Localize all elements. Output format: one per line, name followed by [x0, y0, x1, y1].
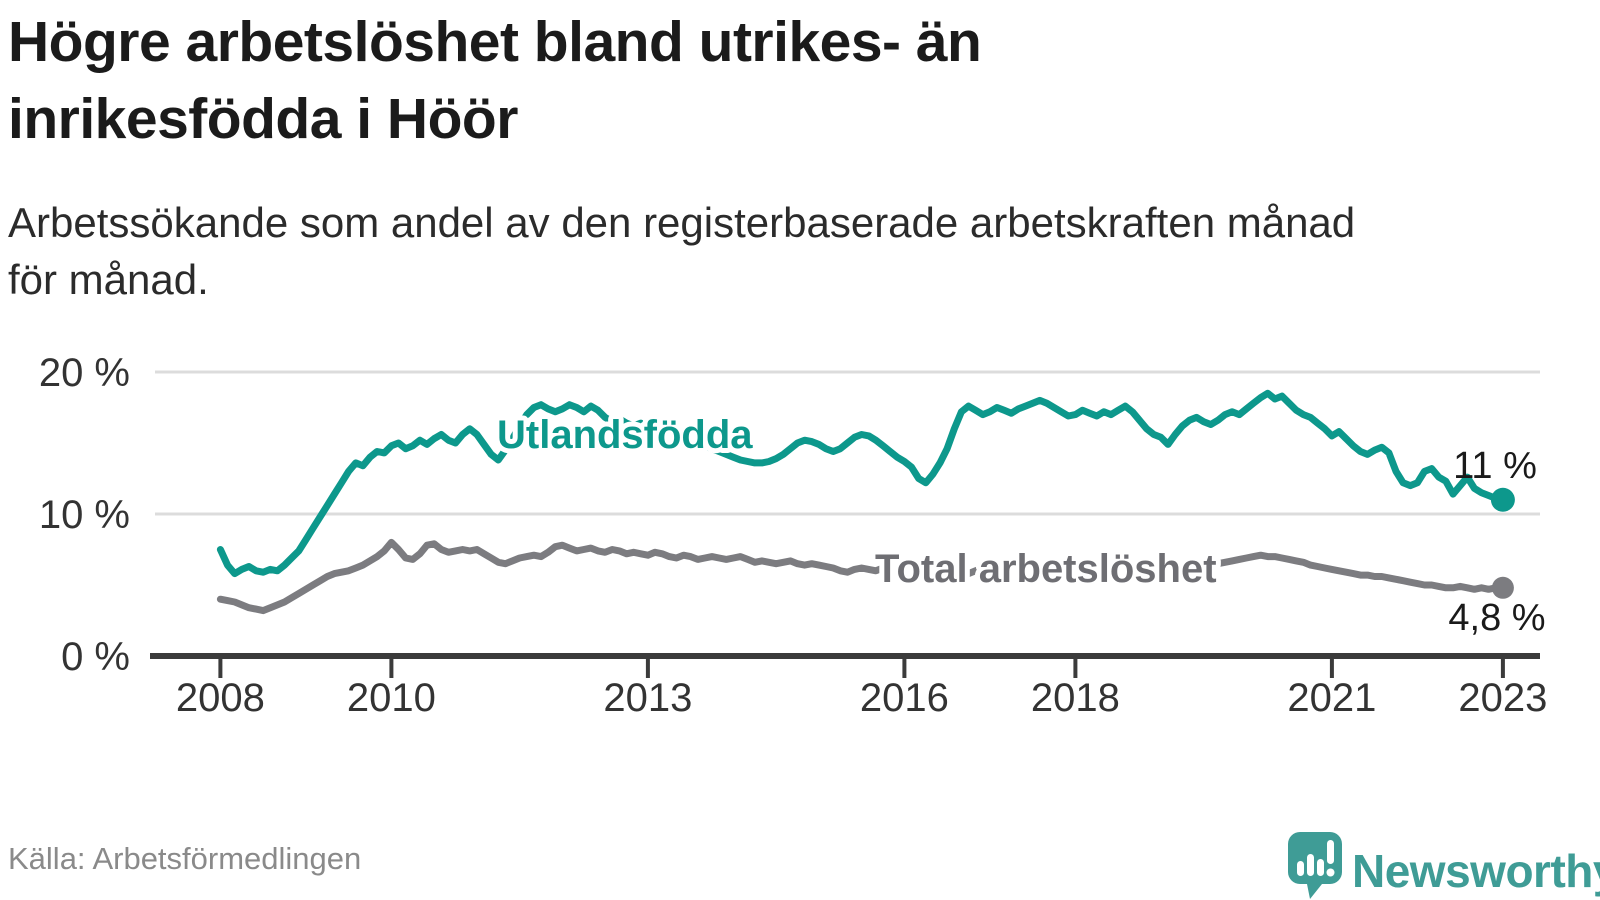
newsworthy-logo — [1288, 832, 1342, 899]
series-label-utlandsfodda: Utlandsfödda — [497, 413, 753, 457]
newsworthy-brand: Newsworthy — [1286, 828, 1600, 900]
logo-bars-icon — [1297, 840, 1335, 877]
line-chart: 0 % 10 % 20 % 2008 2010 2013 2016 2018 2021 2023… — [0, 330, 1600, 770]
x-tick-label-2010: 2010 — [347, 676, 436, 720]
x-tick-label-2013: 2013 — [603, 676, 692, 720]
end-value-label-total: 4,8 % — [1448, 597, 1545, 639]
x-axis: 2008 2010 2013 2016 2018 2021 2023 — [150, 653, 1547, 720]
chart-svg: 0 % 10 % 20 % 2008 2010 2013 2016 2018 2021 2023… — [39, 351, 1548, 720]
x-tick-label-2023: 2023 — [1458, 676, 1547, 720]
utlandsfodda-end-dot — [1490, 487, 1515, 512]
source-caption: Källa: Arbetsförmedlingen — [8, 841, 362, 876]
y-tick-label-0: 0 % — [61, 635, 130, 679]
end-value-label-utlandsfodda: 11 % — [1453, 445, 1537, 487]
total-line — [216, 538, 1507, 615]
utlandsfodda-line — [216, 389, 1507, 578]
title-line-2: inrikesfödda i Höör — [8, 87, 518, 151]
subtitle-line-1: Arbetssökande som andel av den registerb… — [8, 199, 1356, 246]
x-tick-label-2008: 2008 — [176, 676, 265, 720]
series-label-total: Total arbetslöshet — [875, 547, 1217, 591]
x-tick-label-2016: 2016 — [860, 676, 949, 720]
title-line-1: Högre arbetslöshet bland utrikes- än — [8, 10, 982, 74]
gridlines — [155, 370, 1540, 516]
subtitle-line-2: för månad. — [8, 256, 209, 303]
chart-subtitle: Arbetssökande som andel av den registerb… — [8, 194, 1355, 308]
x-tick-label-2021: 2021 — [1287, 676, 1376, 720]
y-tick-label-20: 20 % — [39, 351, 130, 395]
page-title: Högre arbetslöshet bland utrikes- än inr… — [8, 4, 982, 158]
total-end-dot — [1491, 576, 1514, 599]
y-tick-label-10: 10 % — [39, 493, 130, 537]
y-axis-labels: 0 % 10 % 20 % — [39, 351, 130, 679]
x-tick-label-2018: 2018 — [1031, 676, 1120, 720]
brand-name: Newsworthy — [1352, 845, 1600, 897]
logo-bubble — [1288, 832, 1342, 899]
